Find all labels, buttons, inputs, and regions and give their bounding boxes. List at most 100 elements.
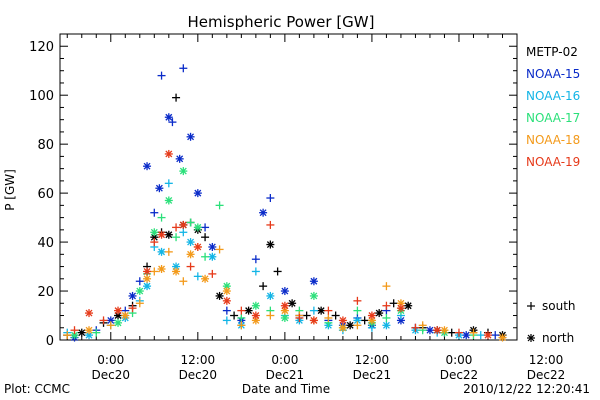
data-point: [150, 208, 159, 217]
data-point: [85, 309, 94, 318]
data-point: [92, 328, 101, 337]
data-point: [375, 309, 384, 318]
data-point: [179, 277, 188, 286]
marker-label: north: [542, 331, 574, 345]
data-point: [353, 306, 362, 315]
data-point: [222, 316, 231, 325]
y-tick-label: 0: [46, 334, 54, 349]
data-point: [251, 267, 260, 276]
x-axis-ticks: 0:00Dec2012:00Dec200:00Dec2112:00Dec210:…: [66, 34, 565, 382]
data-point: [157, 265, 166, 274]
data-point: [164, 196, 173, 205]
data-point: [172, 233, 181, 242]
data-point: [70, 326, 79, 335]
data-point: [273, 267, 282, 276]
data-point: [280, 287, 289, 296]
data-point: [411, 323, 420, 332]
data-point: [215, 201, 224, 210]
data-point: [99, 316, 108, 325]
data-point: [128, 291, 137, 300]
data-point: [179, 220, 188, 229]
data-point: [186, 238, 195, 247]
y-axis-ticks: 0 20 40 60 80 100 120: [29, 33, 517, 349]
data-point: [491, 331, 500, 340]
y-tick-label: 120: [29, 40, 54, 55]
data-point: [222, 306, 231, 315]
data-point: [157, 71, 166, 80]
x-tick-time-label: 0:00: [97, 353, 124, 367]
data-point: [244, 306, 253, 315]
data-point: [498, 333, 507, 342]
x-tick-time-label: 0:00: [445, 353, 472, 367]
legend-entry: METP-02: [526, 45, 578, 59]
data-point: [295, 313, 304, 322]
x-tick-time-label: 0:00: [271, 353, 298, 367]
data-point: [150, 238, 159, 247]
data-point: [179, 228, 188, 237]
y-tick-label: 80: [37, 138, 54, 153]
data-point: [85, 326, 94, 335]
data-point: [396, 304, 405, 313]
y-tick-label: 100: [29, 89, 54, 104]
data-point: [382, 321, 391, 330]
legend-entry: NOAA-18: [526, 133, 580, 147]
data-point: [208, 252, 217, 261]
data-point: [346, 321, 355, 330]
data-point: [164, 179, 173, 188]
x-tick-date-label: Dec22: [440, 368, 479, 382]
y-tick-label: 60: [37, 187, 54, 202]
data-point: [215, 245, 224, 254]
marker-label: south: [542, 299, 576, 313]
marker-legend: south north: [527, 299, 576, 345]
data-point: [447, 328, 456, 337]
data-point: [179, 64, 188, 73]
data-point: [338, 323, 347, 332]
data-point: [251, 255, 260, 264]
data-point: [201, 274, 210, 283]
data-point: [454, 328, 463, 337]
data-point: [157, 213, 166, 222]
plot-credit: Plot: CCMC: [4, 382, 70, 396]
data-point: [324, 313, 333, 322]
data-point: [193, 272, 202, 281]
data-point: [251, 301, 260, 310]
data-point: [309, 277, 318, 286]
legend-entry: NOAA-19: [526, 155, 580, 169]
data-point: [186, 218, 195, 227]
data-points: [63, 64, 507, 342]
data-point: [193, 223, 202, 232]
data-point: [418, 321, 427, 330]
data-point: [150, 228, 159, 237]
data-point: [157, 247, 166, 256]
data-point: [114, 318, 123, 327]
data-point: [128, 304, 137, 313]
x-tick-date-label: Dec20: [92, 368, 131, 382]
data-point: [201, 223, 210, 232]
data-point: [389, 299, 398, 308]
data-point: [208, 269, 217, 278]
data-point: [266, 220, 275, 229]
marker-symbol: [527, 302, 535, 310]
data-point: [135, 299, 144, 308]
data-point: [237, 306, 246, 315]
data-point: [309, 291, 318, 300]
data-point: [63, 331, 72, 340]
data-point: [469, 328, 478, 337]
data-point: [135, 287, 144, 296]
legend-entry: NOAA-17: [526, 111, 580, 125]
data-point: [222, 287, 231, 296]
data-point: [143, 274, 152, 283]
data-point: [193, 189, 202, 198]
data-point: [186, 250, 195, 259]
data-point: [157, 230, 166, 239]
data-point: [317, 306, 326, 315]
data-point: [266, 240, 275, 249]
data-point: [353, 296, 362, 305]
data-point: [172, 267, 181, 276]
data-point: [259, 208, 268, 217]
data-point: [440, 326, 449, 335]
data-point: [266, 311, 275, 320]
data-point: [360, 316, 369, 325]
data-point: [150, 267, 159, 276]
data-point: [483, 331, 492, 340]
